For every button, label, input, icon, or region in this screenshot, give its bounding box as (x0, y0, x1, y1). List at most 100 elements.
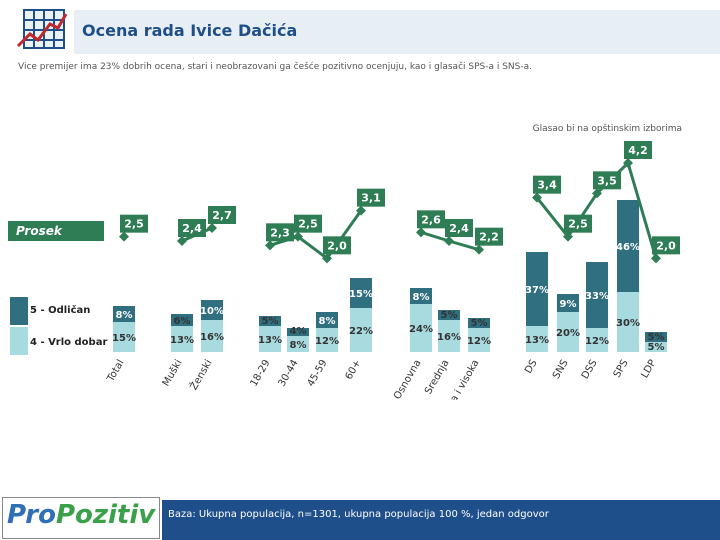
avg-label-1: 2,4 (182, 222, 202, 235)
bar-grade4-2 (201, 320, 223, 352)
category-label-8: Srednja (423, 358, 452, 396)
bar-grade4-7 (410, 304, 432, 352)
legend-prosek: Prosek (8, 221, 104, 241)
bar-grade5-8 (438, 310, 460, 320)
avg-marker-3 (265, 240, 275, 251)
label-grade5-11: 9% (560, 299, 577, 310)
label-grade5-7: 8% (413, 292, 430, 303)
title-band (74, 10, 720, 54)
label-grade4-9: 12% (467, 336, 491, 347)
avg-label-8: 2,4 (449, 222, 469, 235)
legend-label-grade5: 5 - Odličan (30, 305, 91, 316)
bar-grade5-6 (350, 278, 372, 308)
avg-marker-10 (532, 192, 542, 203)
grid-chart-logo-icon (16, 9, 68, 49)
bar-grade5-10 (526, 252, 548, 326)
label-grade4-14: 5% (648, 342, 665, 353)
stacked-bar-chart: 15% 8% Total 13% 6% Muški 16% 10% Ženski 13% 5% 18-… (105, 141, 680, 400)
avg-marker-2 (207, 223, 217, 233)
bar-grade5-0 (113, 306, 135, 322)
category-label-13: SPS (612, 358, 631, 380)
avg-marker-4 (293, 231, 303, 242)
bar-grade4-10 (526, 326, 548, 352)
bar-grade5-2 (201, 300, 223, 320)
category-label-7: Osnovna (392, 358, 423, 400)
bar-grade5-7 (410, 288, 432, 304)
label-grade5-4: 4% (290, 326, 307, 337)
label-grade5-13: 46% (616, 242, 640, 253)
avg-marker-8 (444, 236, 454, 246)
footer-band (162, 500, 720, 540)
logo-pro: Pro (7, 500, 56, 530)
label-grade5-14: 5% (648, 332, 665, 343)
label-grade5-5: 8% (319, 316, 336, 327)
bar-grade5-4 (287, 328, 309, 336)
avg-marker-1 (177, 236, 187, 246)
logo-pozitiv: Pozitiv (55, 500, 156, 530)
bar-grade4-8 (438, 320, 460, 352)
avg-label-box-14 (652, 236, 680, 255)
bar-grade4-3 (259, 326, 281, 352)
label-grade4-4: 8% (290, 340, 307, 351)
label-grade5-0: 8% (116, 310, 133, 321)
avg-label-7: 2,6 (421, 213, 441, 226)
label-grade5-3: 5% (262, 316, 279, 327)
avg-label-box-9 (475, 227, 503, 246)
avg-marker-6 (356, 205, 366, 216)
avg-label-12: 3,5 (597, 174, 617, 187)
label-grade4-7: 24% (409, 324, 433, 335)
label-grade4-5: 12% (315, 336, 339, 347)
avg-marker-13 (623, 158, 633, 168)
footer-note: Baza: Ukupna populacija, n=1301, ukupna … (168, 509, 549, 520)
label-grade4-8: 16% (437, 332, 461, 343)
legend-swatch-grade4 (10, 327, 28, 355)
label-grade5-8: 5% (441, 310, 458, 321)
propozitiv-logo: ProPozitiv (2, 497, 160, 539)
category-label-14: LDP (639, 358, 658, 380)
avg-label-box-5 (323, 236, 351, 255)
avg-label-14: 2,0 (656, 239, 676, 252)
category-label-10: DS (523, 358, 540, 376)
label-grade5-6: 15% (349, 289, 373, 300)
bar-grade4-0 (113, 322, 135, 352)
label-grade4-11: 20% (556, 328, 580, 339)
avg-label-3: 2,3 (270, 226, 290, 239)
label-grade4-12: 12% (585, 336, 609, 347)
label-grade5-9: 5% (471, 318, 488, 329)
category-label-11: SNS (551, 358, 571, 381)
label-grade4-13: 30% (616, 318, 640, 329)
avg-marker-7 (416, 227, 426, 238)
bar-grade4-6 (350, 308, 372, 352)
label-grade4-1: 13% (170, 335, 194, 346)
label-grade5-12: 33% (585, 291, 609, 302)
bar-grade4-4 (287, 336, 309, 352)
condition-label: Glasao bi na opštinskim izborima (532, 124, 682, 134)
avg-label-box-2 (208, 206, 236, 224)
avg-label-11: 2,5 (568, 218, 588, 231)
bar-grade4-1 (171, 326, 193, 352)
bar-grade4-5 (316, 328, 338, 352)
avg-label-box-7 (417, 210, 445, 229)
label-grade5-2: 10% (200, 306, 224, 317)
avg-label-box-12 (593, 171, 621, 190)
label-grade5-10: 37% (525, 285, 549, 296)
legend-swatch-grade5 (10, 297, 28, 325)
avg-label-0: 2,5 (124, 218, 144, 231)
avg-label-9: 2,2 (479, 231, 499, 244)
avg-label-4: 2,5 (298, 218, 318, 231)
label-grade4-10: 13% (525, 335, 549, 346)
label-grade4-3: 13% (258, 335, 282, 346)
bar-grade5-13 (617, 200, 639, 292)
label-grade4-0: 15% (112, 333, 136, 344)
bar-grade4-11 (557, 312, 579, 352)
avg-marker-0 (119, 231, 129, 242)
category-label-2: Ženski (187, 357, 215, 392)
avg-label-box-1 (178, 219, 206, 237)
avg-label-box-8 (445, 219, 473, 237)
avg-label-6: 3,1 (361, 192, 381, 205)
bar-grade5-11 (557, 294, 579, 312)
label-grade4-6: 22% (349, 326, 373, 337)
bar-grade5-12 (586, 262, 608, 328)
bar-grade4-12 (586, 328, 608, 352)
category-label-6: 60+ (344, 358, 364, 382)
